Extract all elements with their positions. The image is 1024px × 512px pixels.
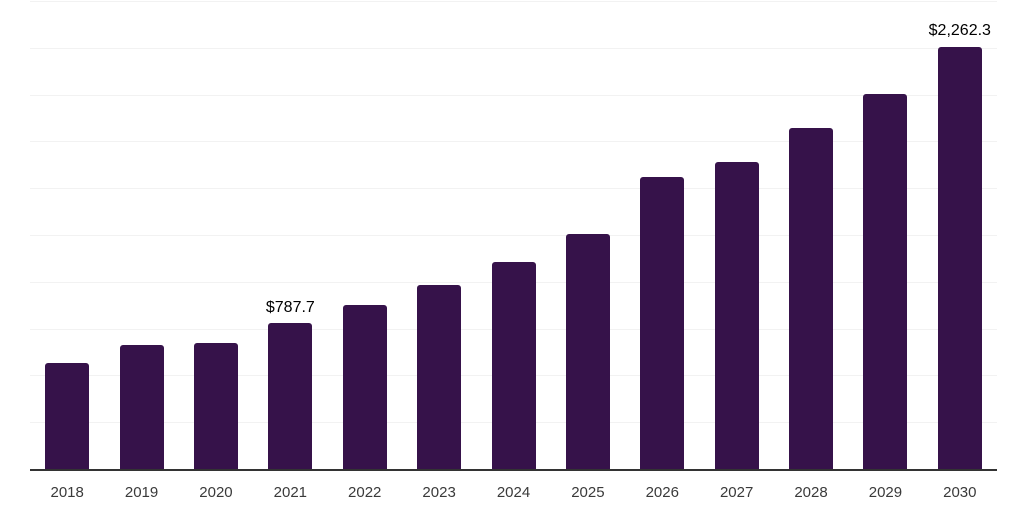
x-tick-label-2020: 2020 bbox=[199, 484, 233, 501]
data-label-2021: $787.7 bbox=[265, 298, 315, 316]
bar-2025[interactable] bbox=[565, 234, 610, 470]
x-tick-label-2026: 2026 bbox=[645, 484, 679, 501]
bar-2028[interactable] bbox=[789, 127, 834, 470]
bar-2021[interactable] bbox=[268, 322, 313, 470]
x-tick-label-2019: 2019 bbox=[124, 484, 159, 501]
x-tick-label-2022: 2022 bbox=[348, 484, 382, 501]
bar-2030[interactable] bbox=[937, 46, 982, 470]
gridline bbox=[30, 94, 997, 96]
plot-area bbox=[30, 1, 997, 470]
bar-2022[interactable] bbox=[342, 304, 387, 470]
bar-2027[interactable] bbox=[714, 162, 759, 470]
gridline bbox=[30, 188, 997, 190]
x-tick-label-2027: 2027 bbox=[719, 484, 754, 501]
x-tick-label-2028: 2028 bbox=[794, 484, 828, 501]
bar-2019[interactable] bbox=[119, 344, 164, 470]
bar-2023[interactable] bbox=[417, 284, 462, 470]
data-label-2030: $2,262.3 bbox=[928, 22, 991, 40]
x-tick-label-2023: 2023 bbox=[422, 484, 456, 501]
bar-2029[interactable] bbox=[863, 93, 908, 470]
bar-2024[interactable] bbox=[491, 262, 536, 470]
x-tick-label-2030: 2030 bbox=[943, 484, 977, 501]
x-tick-label-2029: 2029 bbox=[868, 484, 903, 501]
gridline bbox=[30, 47, 997, 49]
bar-2020[interactable] bbox=[193, 342, 238, 470]
x-tick-label-2024: 2024 bbox=[496, 484, 531, 501]
bar-2018[interactable] bbox=[45, 363, 90, 470]
gridline bbox=[30, 235, 997, 236]
x-tick-label-2025: 2025 bbox=[571, 484, 605, 501]
gridline bbox=[30, 1, 997, 2]
x-tick-label-2021: 2021 bbox=[273, 484, 308, 501]
x-tick-label-2018: 2018 bbox=[50, 484, 84, 501]
gridline bbox=[30, 141, 997, 143]
bar-2026[interactable] bbox=[640, 176, 685, 470]
x-axis-line bbox=[30, 469, 997, 471]
